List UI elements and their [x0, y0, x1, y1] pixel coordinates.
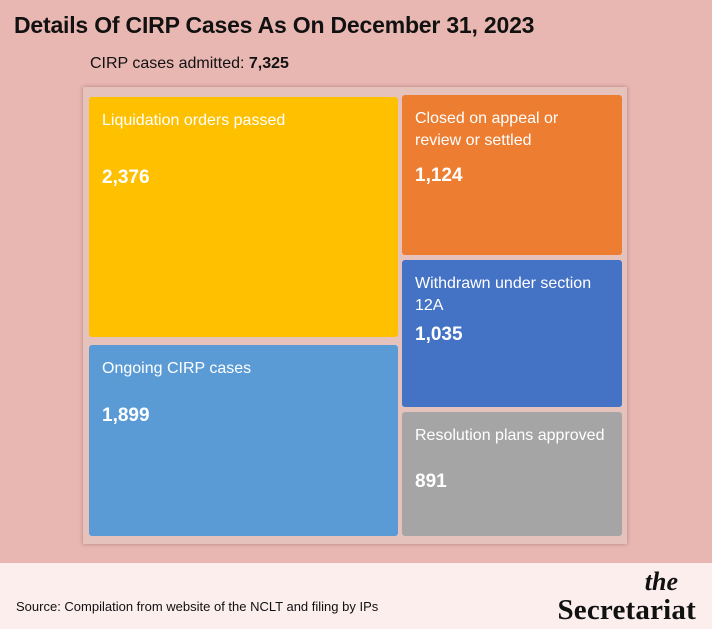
treemap-frame: Liquidation orders passed 2,376 Ongoing …: [83, 87, 627, 544]
tile-value-liquidation: 2,376: [102, 167, 150, 188]
treemap-tile-liquidation: Liquidation orders passed 2,376: [89, 97, 398, 337]
footer: Source: Compilation from website of the …: [0, 563, 712, 629]
tile-label-withdrawn: Withdrawn under section 12A: [415, 275, 592, 314]
subtitle-label: CIRP cases admitted:: [90, 55, 249, 72]
treemap-tile-closed: Closed on appeal or review or settled 1,…: [402, 95, 622, 255]
source-note: Source: Compilation from website of the …: [16, 599, 379, 614]
tile-label-ongoing: Ongoing CIRP cases: [102, 360, 252, 377]
treemap-tile-ongoing: Ongoing CIRP cases 1,899: [89, 345, 398, 536]
tile-label-resolution: Resolution plans approved: [415, 427, 605, 444]
subtitle-value: 7,325: [248, 55, 289, 72]
brand-name: Secretariat: [557, 594, 696, 626]
chart-subtitle: CIRP cases admitted: 7,325: [90, 55, 289, 73]
brand-logo: the Secretariat: [557, 567, 696, 626]
tile-label-closed: Closed on appeal or review or settled: [415, 110, 559, 149]
chart-title: Details Of CIRP Cases As On December 31,…: [14, 12, 535, 38]
tile-value-withdrawn: 1,035: [415, 324, 463, 345]
tile-value-closed: 1,124: [415, 165, 463, 186]
brand-the: the: [644, 567, 678, 596]
tile-label-liquidation: Liquidation orders passed: [102, 112, 286, 129]
tile-value-resolution: 891: [415, 471, 447, 492]
treemap-tile-withdrawn: Withdrawn under section 12A 1,035: [402, 260, 622, 407]
treemap-tile-resolution: Resolution plans approved 891: [402, 412, 622, 536]
tile-value-ongoing: 1,899: [102, 405, 150, 426]
